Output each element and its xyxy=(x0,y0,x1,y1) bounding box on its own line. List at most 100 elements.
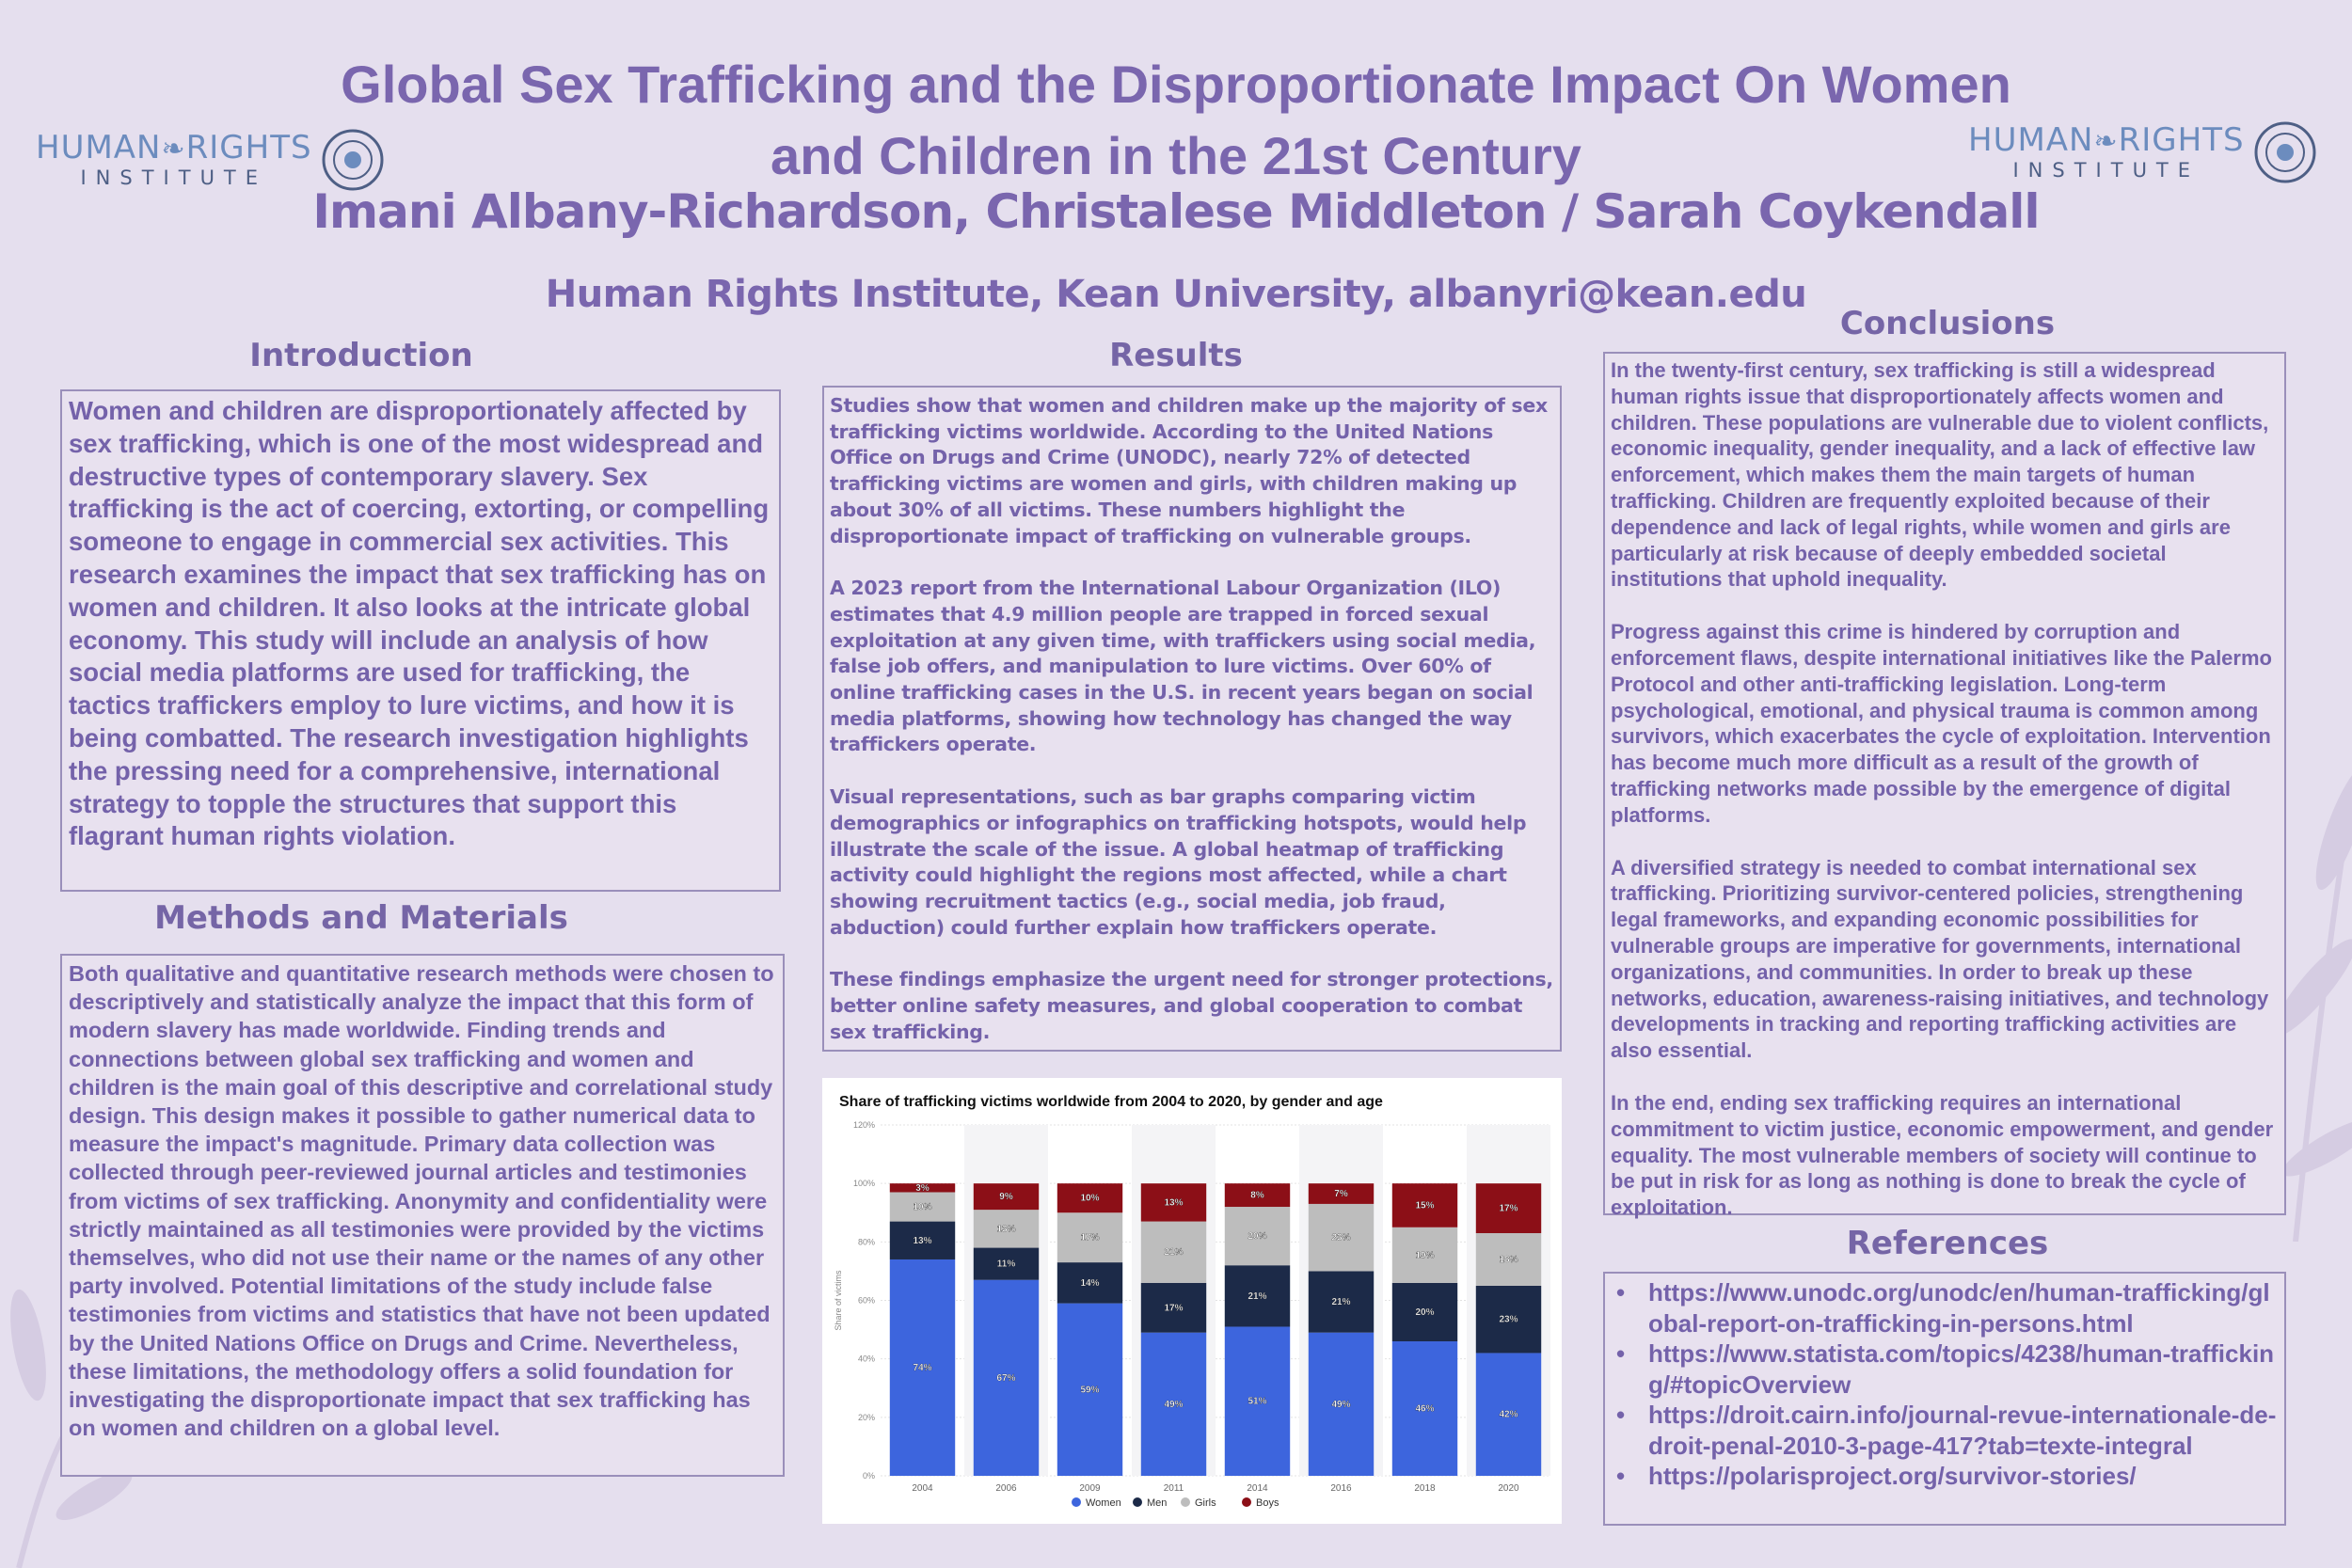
data-label: 20% xyxy=(1248,1231,1266,1242)
legend-swatch-boys xyxy=(1242,1497,1251,1507)
data-label: 3% xyxy=(915,1183,930,1194)
dove-icon: ❧ xyxy=(161,133,186,166)
results-paragraph: A 2023 report from the International Lab… xyxy=(830,577,1536,756)
bar-segment-women xyxy=(1140,1332,1207,1476)
data-label: 17% xyxy=(1164,1303,1183,1313)
legend-swatch-men xyxy=(1133,1497,1142,1507)
data-label: 23% xyxy=(1331,1233,1350,1243)
conclusions-heading: Conclusions xyxy=(1839,305,2056,342)
data-label: 42% xyxy=(1499,1410,1518,1420)
bar-segment-men xyxy=(1391,1282,1458,1342)
kean-university-seal-icon xyxy=(2254,121,2316,183)
x-tick-label: 2011 xyxy=(1164,1483,1184,1494)
x-tick-label: 2018 xyxy=(1414,1483,1436,1494)
introduction-heading: Introduction xyxy=(249,337,473,374)
legend-label: Girls xyxy=(1195,1497,1216,1509)
y-tick-label: 20% xyxy=(858,1413,875,1422)
data-label: 17% xyxy=(1499,1204,1518,1214)
data-label: 21% xyxy=(1248,1291,1266,1302)
bar-segment-boys xyxy=(889,1183,956,1193)
poster-affiliation: Human Rights Institute, Kean University,… xyxy=(545,273,1807,316)
reference-link[interactable]: https://droit.cairn.info/journal-revue-i… xyxy=(1611,1400,2279,1461)
legend-label: Boys xyxy=(1256,1497,1279,1509)
data-label: 49% xyxy=(1331,1400,1350,1410)
data-label: 7% xyxy=(1334,1189,1348,1199)
bar-segment-girls xyxy=(1224,1207,1291,1266)
bar-segment-girls xyxy=(1057,1212,1123,1263)
bar-segment-men xyxy=(1475,1285,1542,1354)
data-label: 17% xyxy=(1080,1233,1099,1243)
data-label: 21% xyxy=(1164,1247,1183,1258)
bar-segment-women xyxy=(1391,1341,1458,1476)
bar-segment-women xyxy=(889,1259,956,1476)
data-label: 13% xyxy=(913,1236,931,1246)
bar-segment-boys xyxy=(973,1183,1040,1211)
bar-segment-boys xyxy=(1224,1183,1291,1208)
y-tick-label: 40% xyxy=(858,1354,875,1364)
data-label: 51% xyxy=(1248,1397,1266,1407)
bar-segment-men xyxy=(1308,1271,1375,1333)
conclusions-paragraph: In the end, ending sex trafficking requi… xyxy=(1611,1090,2274,1220)
bar-segment-girls xyxy=(973,1210,1040,1248)
bar-segment-girls xyxy=(1308,1203,1375,1272)
y-tick-label: 100% xyxy=(853,1179,875,1188)
bar-segment-men xyxy=(1224,1265,1291,1327)
reference-link[interactable]: https://polarisproject.org/survivor-stor… xyxy=(1611,1461,2279,1492)
results-paragraph: These findings emphasize the urgent need… xyxy=(830,968,1553,1043)
y-tick-label: 120% xyxy=(853,1120,875,1130)
bar-segment-men xyxy=(889,1221,956,1259)
bar-segment-women xyxy=(1308,1332,1375,1476)
data-label: 19% xyxy=(1415,1250,1434,1260)
legend-swatch-women xyxy=(1072,1497,1081,1507)
x-tick-label: 2016 xyxy=(1330,1483,1352,1494)
results-text: Studies show that women and children mak… xyxy=(822,386,1562,1052)
conclusions-text: In the twenty-first century, sex traffic… xyxy=(1603,352,2286,1219)
data-label: 74% xyxy=(913,1363,931,1373)
data-label: 11% xyxy=(997,1259,1016,1270)
data-label: 9% xyxy=(999,1192,1013,1202)
bar-segment-boys xyxy=(1057,1183,1123,1213)
dove-icon: ❧ xyxy=(2093,125,2119,158)
legend-label: Men xyxy=(1147,1497,1167,1509)
bar-segment-women xyxy=(1057,1303,1123,1476)
data-label: 10% xyxy=(1080,1194,1099,1204)
results-paragraph: Studies show that women and children mak… xyxy=(830,394,1548,547)
victims-chart-svg: Share of trafficking victims worldwide f… xyxy=(834,1094,1550,1509)
bar-segment-women xyxy=(1224,1326,1291,1476)
y-tick-label: 80% xyxy=(858,1237,875,1246)
x-tick-label: 2014 xyxy=(1247,1483,1268,1494)
bar-segment-girls xyxy=(1140,1221,1207,1283)
references-list: https://www.unodc.org/unodc/en/human-tra… xyxy=(1603,1272,2286,1526)
legend-swatch-girls xyxy=(1181,1497,1190,1507)
data-label: 14% xyxy=(1080,1278,1099,1289)
bar-segment-boys xyxy=(1308,1183,1375,1204)
legend-label: Women xyxy=(1086,1497,1121,1509)
methods-heading: Methods and Materials xyxy=(154,899,568,937)
x-tick-label: 2020 xyxy=(1498,1483,1519,1494)
bar-segment-boys xyxy=(1475,1183,1542,1234)
y-axis-label: Share of victims xyxy=(834,1270,843,1331)
data-label: 10% xyxy=(913,1202,931,1212)
data-label: 13% xyxy=(996,1224,1015,1234)
bar-segment-girls xyxy=(1391,1227,1458,1283)
bar-segment-girls xyxy=(889,1192,956,1222)
introduction-text: Women and children are disproportionatel… xyxy=(60,389,781,892)
x-tick-label: 2009 xyxy=(1079,1483,1101,1494)
data-label: 46% xyxy=(1415,1404,1434,1415)
methods-text: Both qualitative and quantitative resear… xyxy=(60,954,785,1477)
bar-segment-men xyxy=(1140,1282,1207,1333)
data-label: 21% xyxy=(1331,1297,1350,1307)
reference-link[interactable]: https://www.statista.com/topics/4238/hum… xyxy=(1611,1338,2279,1400)
data-label: 67% xyxy=(996,1373,1015,1384)
x-tick-label: 2004 xyxy=(912,1483,933,1494)
x-tick-label: 2006 xyxy=(995,1483,1017,1494)
conclusions-paragraph: A diversified strategy is needed to comb… xyxy=(1611,855,2269,1063)
reference-link[interactable]: https://www.unodc.org/unodc/en/human-tra… xyxy=(1611,1277,2279,1338)
poster-title: Global Sex Trafficking and the Dispropor… xyxy=(341,55,2011,185)
bar-segment-boys xyxy=(1140,1183,1207,1222)
bar-segment-men xyxy=(973,1247,1040,1280)
data-label: 59% xyxy=(1080,1385,1099,1395)
kean-university-seal-icon xyxy=(322,129,384,191)
bar-segment-women xyxy=(973,1279,1040,1476)
chart-title: Share of trafficking victims worldwide f… xyxy=(839,1094,1383,1110)
